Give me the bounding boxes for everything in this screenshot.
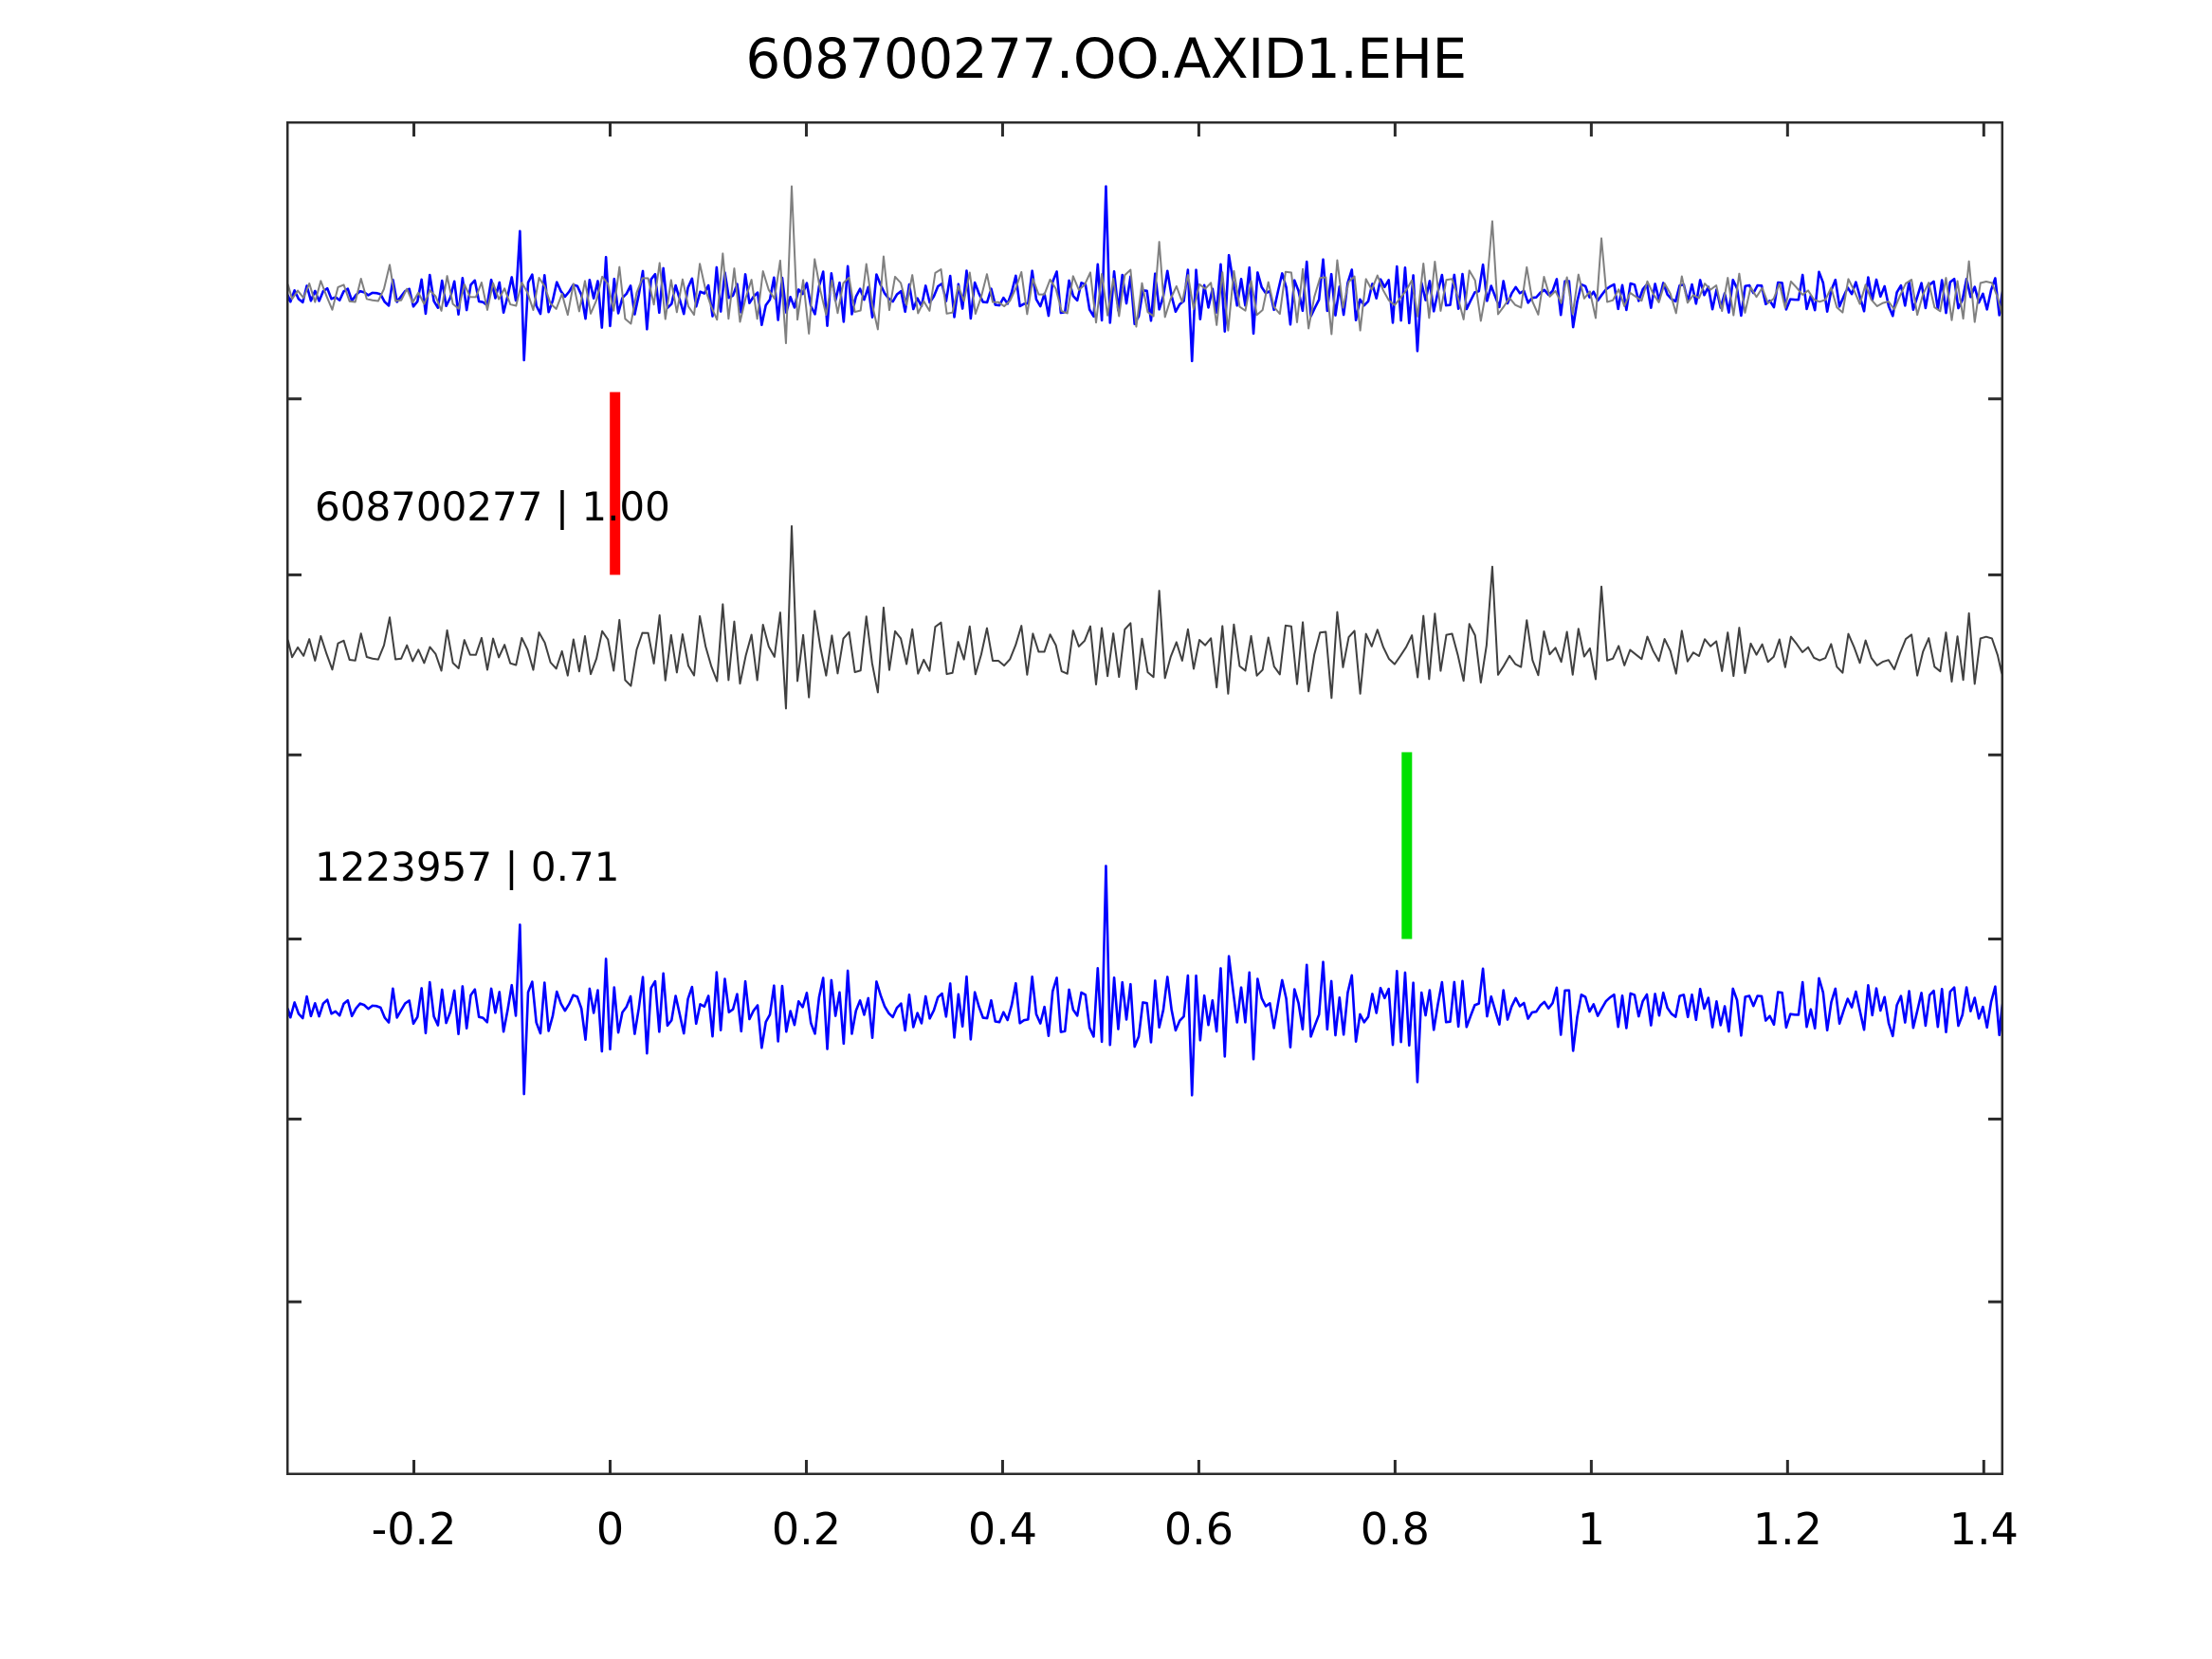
picks-group (610, 392, 1413, 939)
x-tick-label-6: 1 (1577, 1504, 1605, 1555)
x-tick-label-7: 1.2 (1752, 1504, 1822, 1555)
x-tick-label-2: 0.2 (771, 1504, 842, 1555)
traces-group (286, 185, 2003, 1097)
plot-area: 608700277 | 1.00 1223957 | 0.71 (286, 121, 2003, 1475)
x-tick-label-3: 0.4 (967, 1504, 1038, 1555)
waveform-path-template-trace-608700277 (286, 865, 2003, 1097)
plot-background (286, 121, 2003, 1475)
x-tick-label-0: -0.2 (371, 1504, 457, 1555)
x-tick-label-1: 0 (595, 1504, 625, 1555)
waveform-path-overlay-trace-1223957 (286, 185, 2003, 345)
template-pick-marker (610, 392, 621, 575)
waveform-canvas (286, 121, 2003, 1475)
trace-label-match: 1223957 | 0.71 (315, 844, 620, 890)
x-tick-label-5: 0.8 (1360, 1504, 1430, 1555)
waveform-path-match-trace-1223957 (286, 524, 2003, 710)
plot-frame (286, 121, 2003, 1475)
page-title: 608700277.OO.AXID1.EHE (745, 27, 1467, 91)
x-tick-label-4: 0.6 (1163, 1504, 1234, 1555)
trace-label-template: 608700277 | 1.00 (315, 483, 670, 530)
match-pick-marker (1401, 752, 1413, 939)
x-tick-label-8: 1.4 (1948, 1504, 2019, 1555)
axis-ticks-group (286, 121, 2003, 1475)
